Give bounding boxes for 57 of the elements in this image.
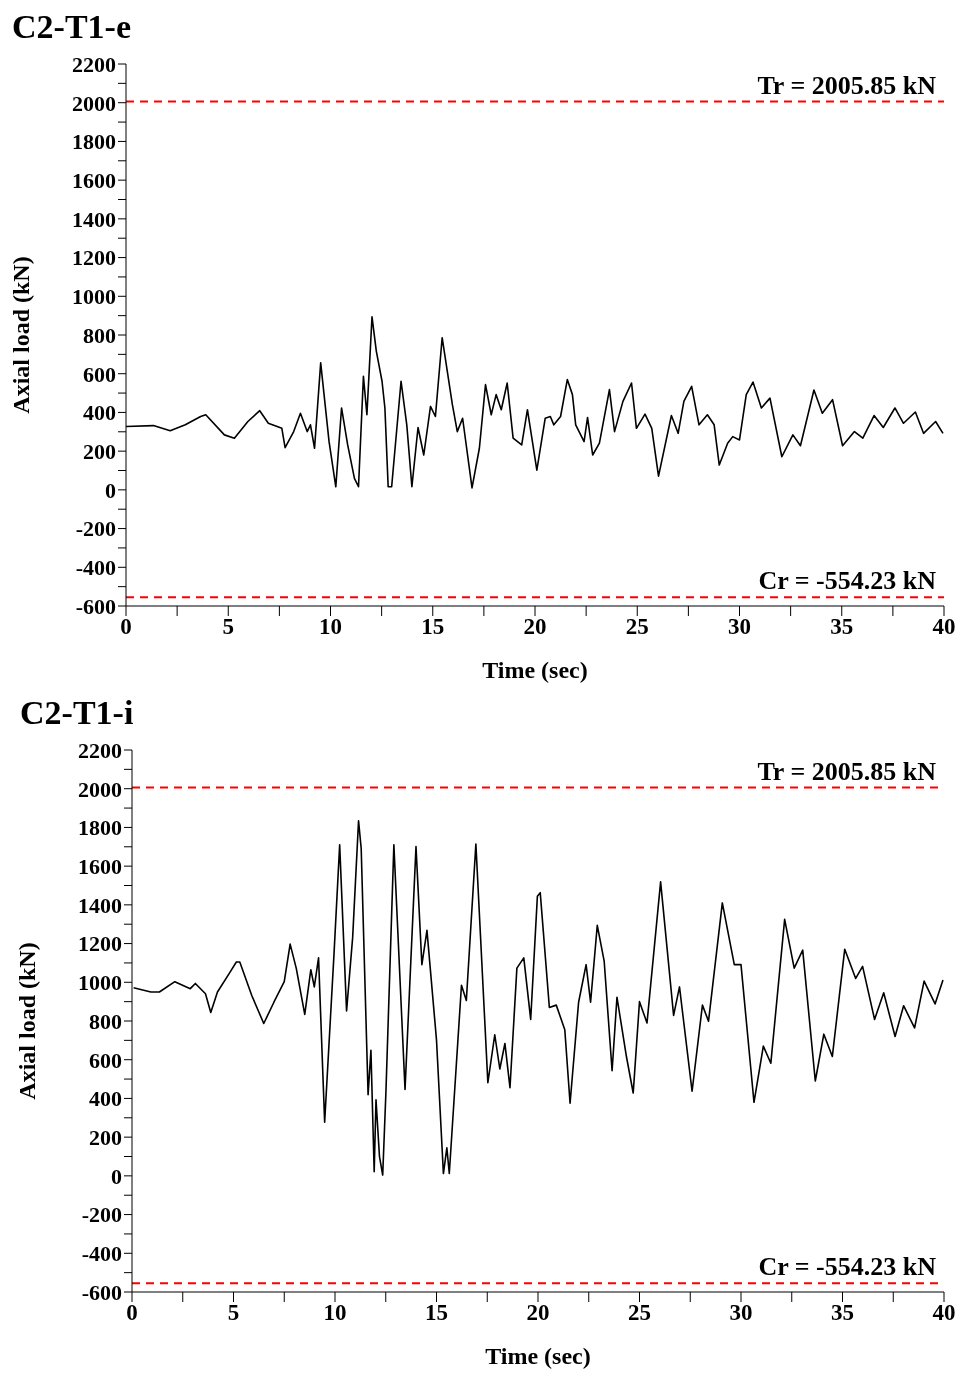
y-tick-label: 0: [105, 477, 116, 503]
x-tick-label: 35: [831, 1300, 854, 1326]
y-tick-label: -600: [81, 1279, 122, 1305]
y-tick-label: 1800: [78, 815, 122, 841]
chart-title: C2-T1-i: [20, 694, 134, 732]
x-tick-label: 40: [932, 1300, 956, 1326]
y-tick-label: -400: [75, 555, 116, 581]
x-tick-label: 15: [421, 614, 445, 640]
x-tick-label: 0: [126, 1300, 138, 1326]
y-tick-label: 2200: [72, 51, 116, 77]
y-tick-label: 1400: [78, 892, 122, 918]
y-tick-label: 2200: [78, 737, 122, 763]
y-tick-label: -200: [75, 516, 116, 542]
y-tick-label: 1000: [72, 284, 116, 310]
ref-line-label: Tr = 2005.85 kN: [757, 70, 937, 100]
x-tick-label: 35: [830, 614, 854, 640]
ref-line-label: Cr = -554.23 kN: [758, 1252, 937, 1282]
chart-title: C2-T1-e: [12, 8, 131, 46]
y-tick-label: 1200: [72, 245, 116, 271]
x-tick-label: 10: [319, 614, 342, 640]
y-tick-label: 800: [89, 1008, 122, 1034]
y-tick-label: 400: [83, 400, 116, 426]
y-tick-label: -200: [81, 1202, 122, 1228]
y-tick-label: 800: [83, 322, 116, 348]
y-tick-label: 1800: [72, 129, 116, 155]
y-tick-label: 0: [111, 1163, 122, 1189]
y-tick-label: 1400: [72, 206, 116, 232]
y-tick-label: -600: [75, 593, 116, 619]
x-tick-label: 5: [222, 614, 234, 640]
x-tick-label: 20: [526, 1300, 550, 1326]
y-tick-label: -400: [81, 1241, 122, 1267]
ref-line-label: Cr = -554.23 kN: [758, 566, 937, 596]
y-tick-label: 2000: [72, 90, 116, 116]
y-tick-label: 200: [83, 438, 116, 464]
y-axis-title: Axial load (kN): [7, 256, 34, 414]
y-tick-label: 600: [83, 361, 116, 387]
y-tick-label: 1600: [72, 167, 116, 193]
x-tick-label: 30: [729, 1300, 753, 1326]
x-tick-label: 10: [323, 1300, 347, 1326]
x-tick-label: 15: [425, 1300, 448, 1326]
x-tick-label: 40: [932, 614, 956, 640]
y-tick-label: 1200: [78, 931, 122, 957]
x-tick-label: 25: [625, 614, 649, 640]
x-axis-title: Time (sec): [482, 657, 588, 683]
y-tick-label: 1000: [78, 970, 122, 996]
x-tick-label: 25: [628, 1300, 651, 1326]
ref-line-label: Tr = 2005.85 kN: [757, 756, 937, 786]
x-axis-title: Time (sec): [485, 1343, 591, 1369]
x-tick-label: 5: [227, 1300, 240, 1326]
x-tick-label: 30: [728, 614, 751, 640]
y-axis-title: Axial load (kN): [13, 942, 40, 1100]
x-tick-label: 20: [523, 614, 547, 640]
y-tick-label: 1600: [78, 853, 122, 879]
y-tick-label: 400: [89, 1086, 122, 1112]
y-tick-label: 200: [89, 1124, 122, 1150]
y-tick-label: 600: [89, 1047, 122, 1073]
y-tick-label: 2000: [78, 776, 122, 802]
